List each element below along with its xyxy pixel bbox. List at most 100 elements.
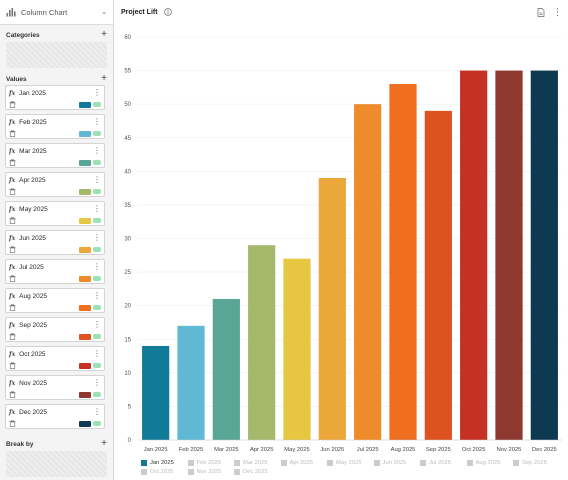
break-by-dropzone[interactable] xyxy=(6,451,107,477)
legend-item[interactable]: Aug 2025 xyxy=(466,460,500,466)
value-item[interactable]: fx May 2025 ⋮ xyxy=(5,201,105,226)
formula-icon[interactable]: fx xyxy=(9,147,16,155)
legend-item[interactable]: Jun 2025 xyxy=(373,460,406,466)
value-item[interactable]: fx Aug 2025 ⋮ xyxy=(5,288,105,313)
value-item[interactable]: fx Dec 2025 ⋮ xyxy=(5,404,105,429)
visibility-toggle[interactable] xyxy=(93,276,101,281)
trash-icon[interactable] xyxy=(9,217,16,224)
trash-icon[interactable] xyxy=(9,159,16,166)
color-swatch[interactable] xyxy=(79,246,91,253)
value-item[interactable]: fx Jun 2025 ⋮ xyxy=(5,230,105,255)
formula-icon[interactable]: fx xyxy=(9,292,16,300)
value-item-label: May 2025 xyxy=(19,205,48,213)
more-options-icon[interactable]: ⋮ xyxy=(93,262,101,271)
visibility-toggle[interactable] xyxy=(93,218,101,223)
trash-icon[interactable] xyxy=(9,275,16,282)
trash-icon[interactable] xyxy=(9,130,16,137)
legend-item[interactable]: Jan 2025 xyxy=(141,460,174,466)
more-options-icon[interactable]: ⋮ xyxy=(93,175,101,184)
formula-icon[interactable]: fx xyxy=(9,176,16,184)
more-options-icon[interactable]: ⋮ xyxy=(93,146,101,155)
color-swatch[interactable] xyxy=(79,362,91,369)
legend-item[interactable]: Jul 2025 xyxy=(420,460,451,466)
more-options-icon[interactable]: ⋮ xyxy=(93,117,101,126)
color-swatch[interactable] xyxy=(79,159,91,166)
trash-icon[interactable] xyxy=(9,333,16,340)
formula-icon[interactable]: fx xyxy=(9,321,16,329)
value-item[interactable]: fx Jan 2025 ⋮ xyxy=(5,85,105,110)
visibility-toggle[interactable] xyxy=(93,334,101,339)
trash-icon[interactable] xyxy=(9,304,16,311)
legend-item[interactable]: Nov 2025 xyxy=(187,469,221,475)
visibility-toggle[interactable] xyxy=(93,247,101,252)
visibility-toggle[interactable] xyxy=(93,160,101,165)
more-options-icon[interactable]: ⋮ xyxy=(93,204,101,213)
trash-icon[interactable] xyxy=(9,391,16,398)
legend-item[interactable]: Feb 2025 xyxy=(187,460,221,466)
value-item[interactable]: fx Oct 2025 ⋮ xyxy=(5,346,105,371)
trash-icon[interactable] xyxy=(9,420,16,427)
legend-swatch xyxy=(513,460,519,466)
more-options-icon[interactable]: ⋮ xyxy=(93,88,101,97)
add-break-by-button[interactable]: + xyxy=(101,438,107,449)
formula-icon[interactable]: fx xyxy=(9,379,16,387)
more-options-icon[interactable]: ⋮ xyxy=(93,407,101,416)
more-options-icon[interactable]: ⋮ xyxy=(93,233,101,242)
chevron-down-icon[interactable]: ⌄ xyxy=(101,9,107,16)
value-item[interactable]: fx Feb 2025 ⋮ xyxy=(5,114,105,139)
formula-icon[interactable]: fx xyxy=(9,408,16,416)
formula-icon[interactable]: fx xyxy=(9,118,16,126)
visibility-toggle[interactable] xyxy=(93,305,101,310)
visibility-toggle[interactable] xyxy=(93,189,101,194)
value-item[interactable]: fx Nov 2025 ⋮ xyxy=(5,375,105,400)
categories-dropzone[interactable] xyxy=(6,42,107,68)
more-options-icon[interactable]: ⋮ xyxy=(93,320,101,329)
visibility-toggle[interactable] xyxy=(93,102,101,107)
visibility-toggle[interactable] xyxy=(93,421,101,426)
more-options-icon[interactable]: ⋮ xyxy=(93,291,101,300)
more-options-icon[interactable]: ⋮ xyxy=(553,6,562,17)
more-options-icon[interactable]: ⋮ xyxy=(93,349,101,358)
value-item-label: Jul 2025 xyxy=(19,263,44,271)
document-icon[interactable] xyxy=(537,7,545,17)
value-item[interactable]: fx Apr 2025 ⋮ xyxy=(5,172,105,197)
formula-icon[interactable]: fx xyxy=(9,350,16,358)
more-options-icon[interactable]: ⋮ xyxy=(93,378,101,387)
trash-icon[interactable] xyxy=(9,246,16,253)
value-item-label: Apr 2025 xyxy=(19,176,46,184)
color-swatch[interactable] xyxy=(79,188,91,195)
visibility-toggle[interactable] xyxy=(93,363,101,368)
color-swatch[interactable] xyxy=(79,420,91,427)
color-swatch[interactable] xyxy=(79,304,91,311)
trash-icon[interactable] xyxy=(9,362,16,369)
formula-icon[interactable]: fx xyxy=(9,263,16,271)
trash-icon[interactable] xyxy=(9,101,16,108)
formula-icon[interactable]: fx xyxy=(9,205,16,213)
info-icon[interactable] xyxy=(163,8,172,16)
trash-icon[interactable] xyxy=(9,188,16,195)
visibility-toggle[interactable] xyxy=(93,392,101,397)
visibility-toggle[interactable] xyxy=(93,131,101,136)
legend-item[interactable]: Dec 2025 xyxy=(234,469,268,475)
color-swatch[interactable] xyxy=(79,333,91,340)
value-item[interactable]: fx Sep 2025 ⋮ xyxy=(5,317,105,342)
formula-icon[interactable]: fx xyxy=(9,234,16,242)
chart-type-selector[interactable]: Column Chart ⌄ xyxy=(0,0,113,25)
value-item[interactable]: fx Mar 2025 ⋮ xyxy=(5,143,105,168)
value-item-label: Aug 2025 xyxy=(19,292,48,300)
legend-item[interactable]: May 2025 xyxy=(327,460,361,466)
color-swatch[interactable] xyxy=(79,391,91,398)
color-swatch[interactable] xyxy=(79,130,91,137)
legend-item[interactable]: Sep 2025 xyxy=(513,460,547,466)
legend-item[interactable]: Mar 2025 xyxy=(234,460,268,466)
formula-icon[interactable]: fx xyxy=(9,89,16,97)
color-swatch[interactable] xyxy=(79,101,91,108)
legend-item[interactable]: Oct 2025 xyxy=(141,469,174,475)
add-category-button[interactable]: + xyxy=(101,29,107,40)
add-value-button[interactable]: + xyxy=(101,73,107,84)
color-swatch[interactable] xyxy=(79,217,91,224)
value-item[interactable]: fx Jul 2025 ⋮ xyxy=(5,259,105,284)
value-item-label: Oct 2025 xyxy=(19,350,46,358)
legend-item[interactable]: Apr 2025 xyxy=(280,460,313,466)
color-swatch[interactable] xyxy=(79,275,91,282)
